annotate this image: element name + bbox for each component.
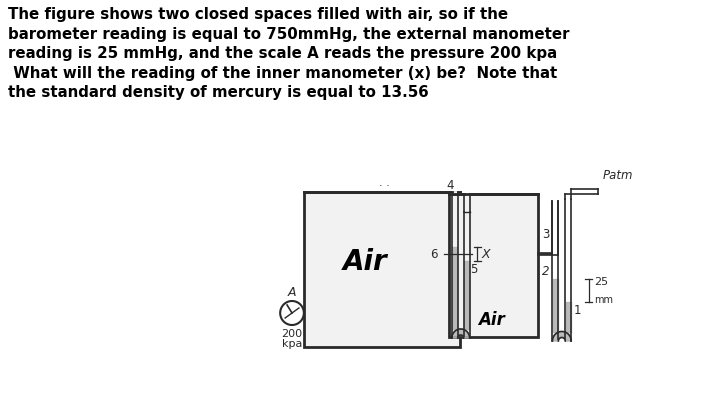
Text: 4: 4: [446, 179, 454, 191]
Text: 25: 25: [594, 277, 608, 287]
Bar: [449, 195, 538, 337]
Text: 200: 200: [282, 328, 302, 338]
Text: 1: 1: [573, 303, 580, 316]
Text: . .: . .: [379, 178, 390, 188]
Text: Air: Air: [478, 310, 505, 328]
Text: 2: 2: [542, 264, 549, 277]
Text: 3: 3: [542, 228, 549, 241]
Bar: [304, 193, 460, 347]
Text: mm: mm: [594, 295, 613, 305]
Polygon shape: [452, 329, 469, 338]
Text: 6: 6: [431, 248, 438, 261]
Text: The figure shows two closed spaces filled with air, so if the
barometer reading : The figure shows two closed spaces fille…: [8, 7, 570, 100]
Text: Air: Air: [343, 247, 387, 275]
Text: X: X: [482, 248, 490, 261]
Text: Patm: Patm: [603, 169, 634, 182]
Text: kpa: kpa: [282, 338, 302, 348]
Text: 5: 5: [471, 262, 478, 275]
Text: A: A: [288, 285, 296, 298]
Polygon shape: [552, 332, 571, 341]
